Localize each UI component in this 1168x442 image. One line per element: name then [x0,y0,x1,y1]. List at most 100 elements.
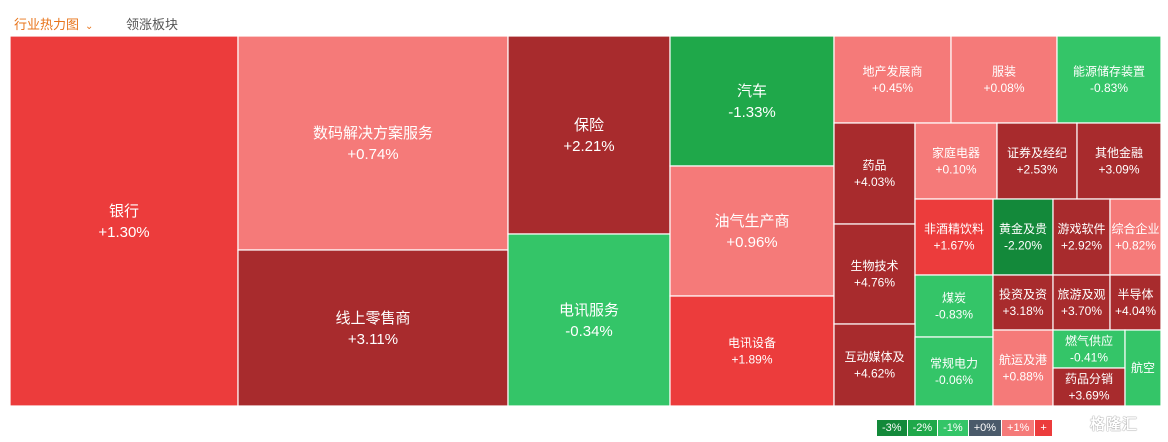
treemap-cell[interactable]: 投资及资 +3.18% [992,274,1054,331]
treemap-cell[interactable]: 非酒精饮料 +1.67% [914,198,994,276]
watermark-logo: 格隆汇 [1090,413,1138,434]
treemap-cell[interactable]: 汽车 -1.33% [669,35,835,167]
treemap-cell-name: 互动媒体及 [844,350,904,364]
treemap-cell-name: 煤炭 [942,291,966,305]
tab-bar: 行业热力图 ⌄ 领涨板块 [0,0,1168,36]
treemap-cell-rect [833,223,916,325]
treemap-cell[interactable]: 能源储存装置 -0.83% [1056,35,1162,124]
treemap-cell-change: -0.83% [935,308,973,322]
treemap-cell[interactable]: 药品分销 +3.69% [1052,367,1126,407]
treemap-cell[interactable]: 电讯服务 -0.34% [507,233,671,407]
treemap-cell[interactable]: 证券及经纪 +2.53% [996,122,1078,200]
treemap-cell-change: +3.70% [1061,304,1102,318]
treemap-cell[interactable]: 生物技术 +4.76% [833,223,916,325]
tab-leading-sectors[interactable]: 领涨板块 [126,17,179,32]
treemap-cell-change: +4.76% [854,276,895,290]
treemap-cell[interactable]: 常规电力 -0.06% [914,336,994,407]
treemap-cell[interactable]: 家庭电器 +0.10% [914,122,998,200]
treemap-cell[interactable]: 保险 +2.21% [507,35,671,235]
treemap-cell-name: 电讯设备 [728,336,776,350]
treemap-cell[interactable]: 电讯设备 +1.89% [669,295,835,407]
treemap-cell[interactable]: 旅游及观 +3.70% [1052,274,1111,331]
treemap-cell[interactable]: 游戏软件 +2.92% [1052,198,1111,276]
treemap-cell-change: +1.67% [933,239,974,253]
treemap-cell-change: -2.20% [1004,239,1042,253]
tab-industry-heatmap[interactable]: 行业热力图 ⌄ [14,14,93,33]
treemap-cell[interactable]: 半导体 +4.04% [1109,274,1162,331]
legend-item: -1% [938,420,968,436]
treemap-cell-rect [669,295,835,407]
treemap-cell-name: 旅游及观 [1057,287,1105,301]
treemap-cell-change: -1.33% [728,104,776,121]
treemap-cell-name: 常规电力 [930,355,978,370]
treemap-cell-name: 半导体 [1117,287,1153,301]
treemap-cell[interactable]: 航运及港 +0.88% [992,329,1054,407]
treemap-cell-change: +0.45% [872,81,913,95]
treemap-cell-rect [507,233,671,407]
treemap-cell-change: +0.74% [347,146,398,163]
treemap-cell-name: 其他金融 [1095,145,1143,160]
treemap-cell-name: 家庭电器 [932,145,980,160]
treemap-cell[interactable]: 药品 +4.03% [833,122,916,225]
treemap-cell-change: +3.11% [348,331,398,348]
treemap-cell-name: 投资及资 [999,286,1047,301]
treemap-cell-rect [1076,122,1162,200]
treemap-cell-name: 生物技术 [850,259,898,273]
legend-item: +0% [968,420,1002,436]
treemap-cell-change: -0.06% [935,373,973,387]
treemap-cell[interactable]: 综合企业 +0.82% [1109,198,1162,276]
treemap-cell-change: +1.89% [731,353,772,367]
treemap-cell-rect [669,35,835,167]
treemap-cell-rect [914,122,998,200]
treemap-cell-rect [996,122,1078,200]
treemap-cell-change: +1.30% [98,224,149,241]
treemap-cell-change: +2.53% [1016,163,1057,177]
treemap-cell-change: -0.83% [1090,81,1128,95]
treemap-cell-name: 汽车 [737,83,767,100]
treemap-cell-change: +3.69% [1068,389,1109,403]
treemap-cell[interactable]: 油气生产商 +0.96% [669,165,835,297]
treemap-cell[interactable]: 服装 +0.08% [950,35,1058,124]
treemap-cell[interactable]: 地产发展商 +0.45% [833,35,952,124]
treemap-cell[interactable]: 银行 +1.30% [9,35,239,407]
treemap-cell-rect [1052,367,1126,407]
treemap-cell-name: 药品 [862,158,886,172]
treemap-cell[interactable]: 煤炭 -0.83% [914,274,994,338]
treemap-cell-name: 证券及经纪 [1007,145,1067,160]
treemap-cell-name: 电讯服务 [559,302,619,319]
treemap-cell-change: +2.92% [1061,239,1102,253]
legend-item: + [1035,420,1052,436]
treemap-cell[interactable]: 航空 [1124,329,1162,407]
treemap-cell-name: 地产发展商 [862,63,922,78]
treemap-cell-rect [914,336,994,407]
chevron-down-icon[interactable]: ⌄ [85,21,94,32]
treemap-cell-change: +4.04% [1115,304,1156,318]
treemap-cell-rect [669,165,835,297]
treemap-cell[interactable]: 线上零售商 +3.11% [237,249,509,407]
legend-item: -3% [877,420,907,436]
treemap-cell[interactable]: 互动媒体及 +4.62% [833,323,916,407]
treemap-cell-name: 综合企业 [1111,221,1159,236]
treemap-cell-change: +0.96% [726,234,777,251]
treemap-cell-change: +0.10% [935,163,976,177]
treemap-cell-name: 保险 [574,117,604,134]
treemap-cell-rect [833,35,952,124]
treemap-cell-rect [1109,198,1162,276]
tab-industry-heatmap-label: 行业热力图 [14,17,80,32]
treemap-cell-rect [833,323,916,407]
treemap-cell-name: 银行 [109,203,139,220]
treemap-cell-name: 药品分销 [1065,372,1113,386]
treemap-cell-rect [237,249,509,407]
treemap-cell-rect [992,274,1054,331]
treemap-cell[interactable]: 数码解决方案服务 +0.74% [237,35,509,251]
treemap-cell-change: +0.82% [1115,239,1156,253]
treemap-cell-change: -0.34% [565,323,613,340]
treemap-cell-rect [1109,274,1162,331]
watermark-text: 格隆汇 [1090,416,1139,433]
treemap-cell[interactable]: 燃气供应 -0.41% [1052,329,1126,369]
treemap-cell-rect [914,274,994,338]
treemap-cell-rect [914,198,994,276]
treemap-cell-name: 数码解决方案服务 [313,124,433,142]
treemap-cell[interactable]: 黄金及贵 -2.20% [992,198,1054,276]
treemap-cell[interactable]: 其他金融 +3.09% [1076,122,1162,200]
